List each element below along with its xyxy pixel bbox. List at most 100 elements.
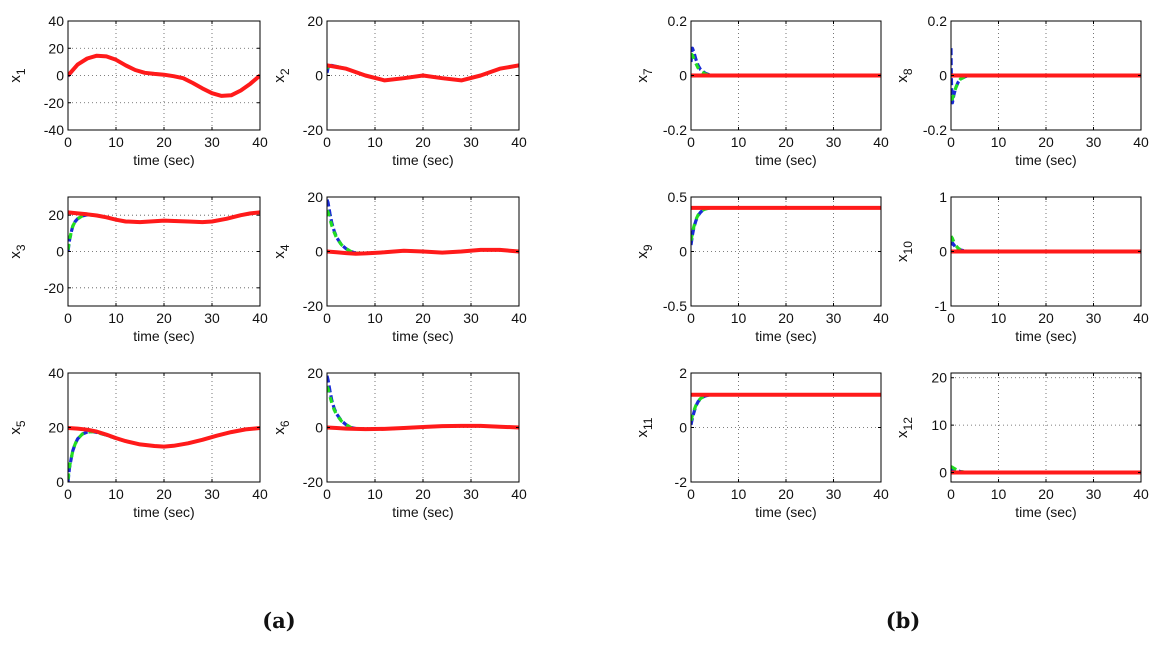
y-axis-label: x7 — [634, 68, 655, 83]
y-tick-label: -1 — [935, 298, 948, 314]
y-axis-label: x5 — [7, 420, 28, 435]
y-tick-label: -20 — [44, 280, 64, 296]
x-tick-label: 40 — [511, 310, 527, 326]
y-axis-label: x1 — [7, 68, 28, 83]
x-tick-label: 40 — [252, 486, 268, 502]
y-tick-label: 0 — [679, 68, 687, 84]
x-tick-label: 0 — [947, 310, 955, 326]
x-tick-label: 10 — [991, 310, 1007, 326]
y-tick-label: 0 — [315, 244, 323, 260]
series-red-x2 — [327, 63, 519, 83]
y-tick-label: 20 — [307, 13, 323, 29]
y-tick-label: 0 — [679, 420, 687, 436]
x-axis-label: time (sec) — [133, 328, 194, 344]
y-tick-label: -20 — [44, 95, 64, 111]
y-axis-label: x10 — [894, 241, 915, 262]
y-axis-label-main: x — [271, 75, 288, 83]
series-red-x3 — [68, 210, 260, 225]
series-green-x8 — [951, 73, 1141, 102]
x-tick-label: 20 — [156, 486, 172, 502]
y-axis-label: x9 — [634, 244, 655, 259]
y-tick-label: -20 — [303, 298, 323, 314]
x-tick-label: 0 — [64, 134, 72, 150]
x-tick-label: 10 — [731, 486, 747, 502]
x-tick-label: 20 — [778, 486, 794, 502]
x-axis-label: time (sec) — [1015, 152, 1076, 168]
x-tick-label: 0 — [323, 310, 331, 326]
y-tick-label: 0.2 — [668, 13, 688, 29]
x-tick-label: 30 — [463, 310, 479, 326]
y-tick-label: 0.2 — [928, 13, 948, 29]
series-green-x9 — [691, 206, 881, 241]
x-tick-label: 30 — [204, 486, 220, 502]
x-tick-label: 10 — [108, 310, 124, 326]
series-red-x6 — [327, 423, 519, 432]
x-tick-label: 20 — [415, 134, 431, 150]
y-axis-label-sub: 9 — [641, 244, 655, 251]
x-tick-label: 20 — [415, 486, 431, 502]
x-tick-label: 40 — [511, 486, 527, 502]
x-tick-label: 0 — [323, 134, 331, 150]
y-axis-label-sub: 6 — [278, 420, 292, 427]
series-green-x7 — [691, 52, 881, 78]
x-tick-label: 40 — [511, 134, 527, 150]
y-axis-label-main: x — [271, 251, 288, 259]
y-tick-label: -0.5 — [663, 298, 687, 314]
x-tick-label: 20 — [1038, 486, 1054, 502]
y-axis-label-sub: 8 — [901, 68, 915, 75]
y-tick-label: -0.2 — [923, 122, 947, 138]
y-axis-label: x4 — [271, 244, 292, 259]
series-red-x4 — [327, 247, 519, 256]
x-axis-label: time (sec) — [133, 152, 194, 168]
x-tick-label: 10 — [108, 486, 124, 502]
x-tick-label: 30 — [1086, 486, 1102, 502]
y-tick-label: 20 — [307, 365, 323, 381]
y-tick-label: -0.2 — [663, 122, 687, 138]
subplot-x5: 0 10 20 30 40 0 20 40 time (sec) x5 — [7, 365, 268, 520]
y-axis-label: x8 — [894, 68, 915, 83]
y-axis-label-main: x — [7, 427, 24, 435]
y-axis-label: x3 — [7, 244, 28, 259]
y-axis-label: x6 — [271, 420, 292, 435]
y-tick-label: 0 — [939, 465, 947, 481]
x-tick-label: 10 — [367, 134, 383, 150]
y-tick-label: 0 — [56, 244, 64, 260]
x-axis-label: time (sec) — [392, 504, 453, 520]
x-axis-label: time (sec) — [392, 152, 453, 168]
y-axis-label-sub: 5 — [14, 420, 28, 427]
y-axis-label-main: x — [7, 75, 24, 83]
y-tick-label: 0 — [56, 474, 64, 490]
y-axis-label-main: x — [7, 251, 24, 259]
x-tick-label: 20 — [1038, 134, 1054, 150]
x-tick-label: 30 — [463, 486, 479, 502]
x-axis-label: time (sec) — [755, 504, 816, 520]
y-tick-label: 0 — [56, 68, 64, 84]
x-tick-label: 40 — [1133, 310, 1149, 326]
x-tick-label: 20 — [778, 134, 794, 150]
y-tick-label: 20 — [48, 40, 64, 56]
y-tick-label: 0 — [939, 68, 947, 84]
y-axis-label-main: x — [634, 251, 651, 259]
y-tick-label: 1 — [939, 189, 947, 205]
series-red-x5 — [68, 426, 260, 449]
x-tick-label: 10 — [991, 486, 1007, 502]
x-tick-label: 20 — [156, 134, 172, 150]
x-tick-label: 10 — [367, 486, 383, 502]
series-red-x1 — [68, 53, 260, 98]
x-axis-label: time (sec) — [133, 504, 194, 520]
y-tick-label: 0 — [679, 244, 687, 260]
x-axis-label: time (sec) — [1015, 328, 1076, 344]
x-tick-label: 20 — [415, 310, 431, 326]
y-tick-label: -20 — [303, 474, 323, 490]
caption-a: (a) — [262, 608, 296, 633]
y-axis-label-main: x — [271, 427, 288, 435]
x-axis-label: time (sec) — [755, 328, 816, 344]
y-axis-label-main: x — [634, 429, 651, 437]
x-tick-label: 40 — [1133, 486, 1149, 502]
y-tick-label: 2 — [679, 365, 687, 381]
x-tick-label: 0 — [64, 310, 72, 326]
